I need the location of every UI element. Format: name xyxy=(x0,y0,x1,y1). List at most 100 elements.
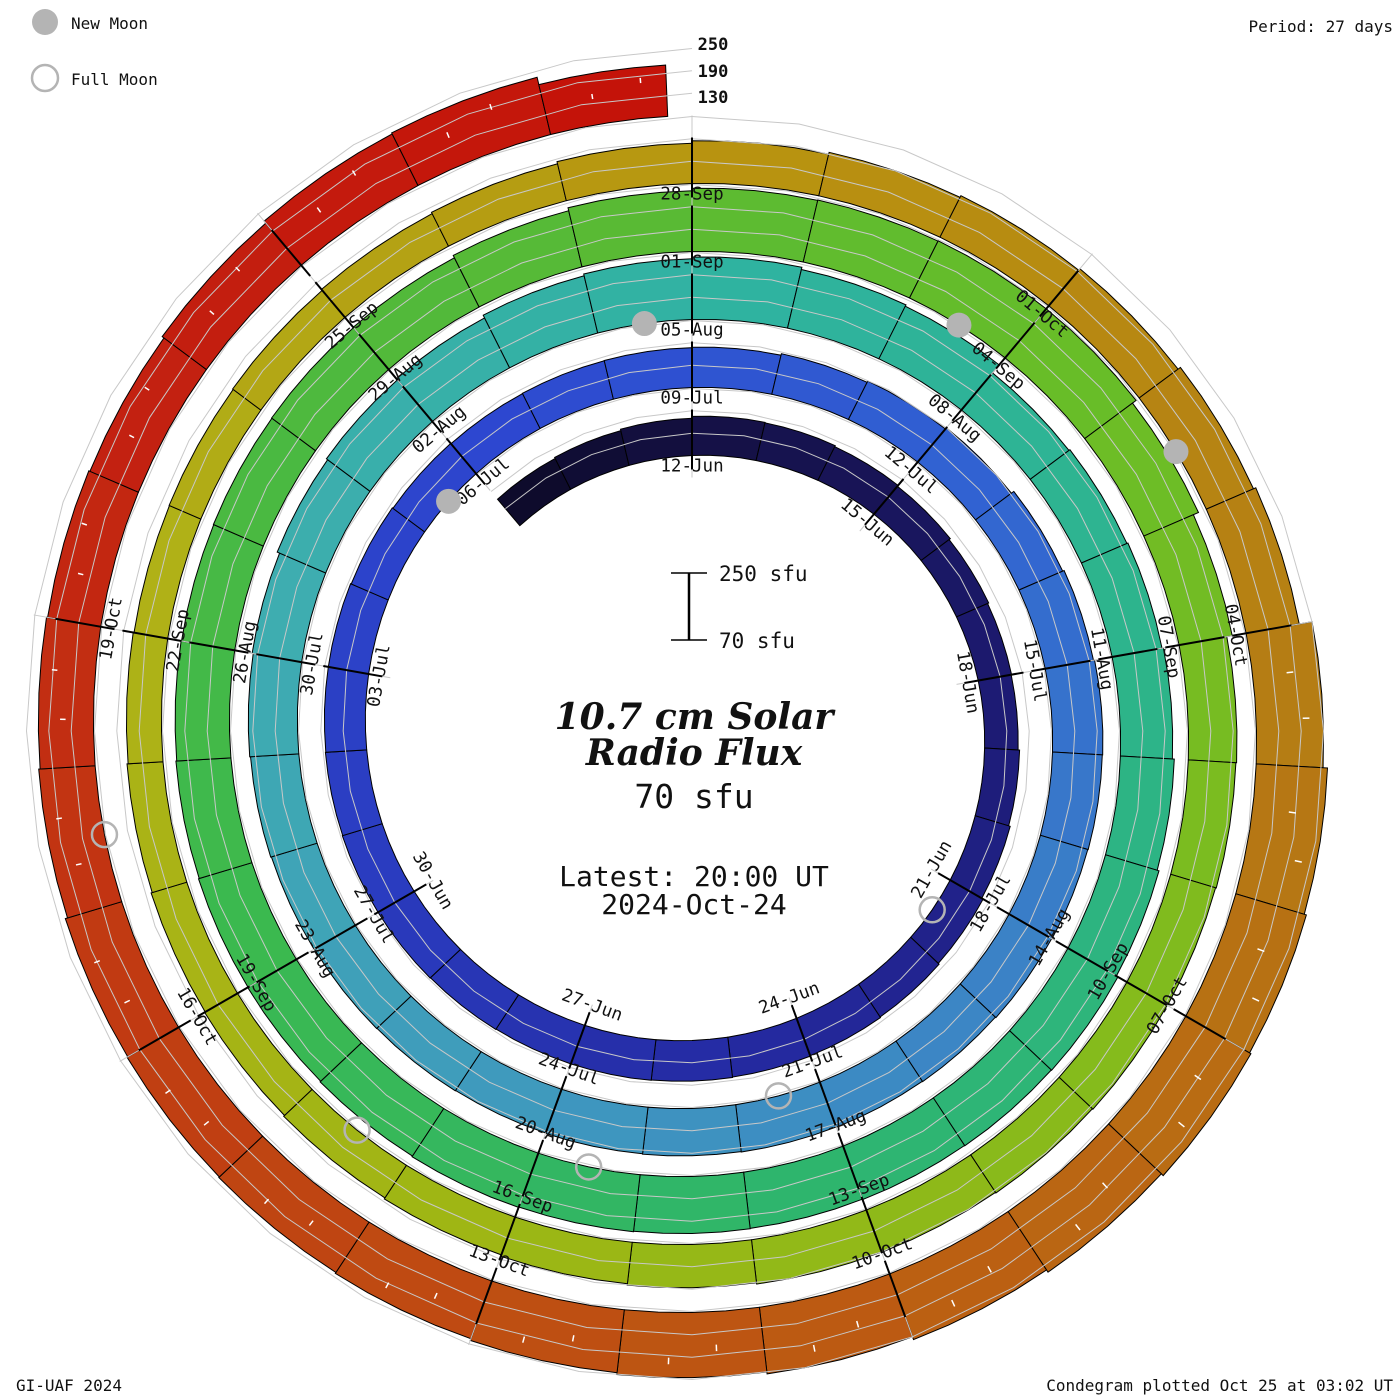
date-tick xyxy=(521,1139,545,1197)
gridline-arc xyxy=(274,296,1076,1132)
measurement-dash xyxy=(56,817,63,820)
date-tick xyxy=(197,985,251,1018)
date-label: 01-Sep xyxy=(660,253,723,273)
date-tick xyxy=(907,426,948,474)
flux-segment xyxy=(37,616,102,770)
date-tick xyxy=(270,229,311,277)
date-tick xyxy=(358,333,399,381)
date-tick xyxy=(402,385,443,433)
date-tick xyxy=(964,671,1024,684)
measurement-dash xyxy=(1102,1182,1109,1189)
new-moon-label: New Moon xyxy=(71,14,148,33)
date-tick xyxy=(860,1196,884,1254)
date-tick xyxy=(995,322,1036,370)
measurement-dash xyxy=(489,103,493,110)
credit-label: GI-UAF 2024 xyxy=(16,1376,122,1395)
measurement-dash xyxy=(433,1292,438,1299)
new-moon-marker xyxy=(1163,439,1189,465)
full-moon-marker xyxy=(574,1153,603,1181)
date-tick xyxy=(996,906,1050,938)
flux-segment xyxy=(1235,763,1329,915)
date-tick xyxy=(864,478,905,526)
measurement-dash xyxy=(1075,1223,1081,1231)
flux-segment xyxy=(125,631,169,765)
measurement-dash xyxy=(75,863,82,866)
baseline-flux-label: 70 sfu xyxy=(634,777,753,816)
gridline-arc xyxy=(206,228,1144,1200)
measurement-dash xyxy=(124,999,131,1004)
flux-segment xyxy=(1178,636,1238,764)
date-tick xyxy=(544,1075,568,1133)
date-tick xyxy=(790,1004,814,1062)
flux-segment xyxy=(1245,621,1325,769)
plotted-label: Condegram plotted Oct 25 at 03:02 UT xyxy=(1046,1376,1393,1395)
measurement-dash xyxy=(165,1089,171,1094)
date-tick xyxy=(256,951,309,984)
date-label: 12-Jun xyxy=(660,457,723,477)
date-tick xyxy=(323,665,383,678)
flux-segment xyxy=(38,765,123,919)
measurement-dash xyxy=(144,386,150,391)
date-tick xyxy=(837,1132,860,1190)
date-tick xyxy=(1055,940,1109,972)
period-annotation: Period: 27 days xyxy=(1249,17,1394,36)
date-tick xyxy=(1098,647,1158,661)
measurement-dash xyxy=(522,1336,526,1343)
measurement-dash xyxy=(128,434,135,439)
measurement-dash xyxy=(856,1320,860,1328)
gridline-arc xyxy=(138,160,1212,1268)
measurement-dash xyxy=(351,170,357,176)
scale-bar: 250 sfu 70 sfu xyxy=(671,562,808,653)
measurement-dash xyxy=(203,1120,210,1126)
scale-bar-top-label: 250 sfu xyxy=(719,562,808,586)
gridline-arc xyxy=(25,48,1325,1381)
gridline-arc xyxy=(48,70,1302,1358)
measurement-dash xyxy=(591,93,594,100)
date-label: 05-Aug xyxy=(660,321,723,341)
date-tick xyxy=(445,437,486,486)
chart-title-line2: Radio Flux xyxy=(585,732,803,774)
measurement-dash xyxy=(951,1299,956,1307)
full-moon-label: Full Moon xyxy=(71,70,158,89)
gridline-arc xyxy=(161,184,1189,1245)
date-tick xyxy=(55,617,115,631)
flux-segment xyxy=(977,674,1019,751)
date-tick xyxy=(1031,659,1091,673)
measurement-dash xyxy=(81,522,88,526)
measurement-dash xyxy=(1257,948,1265,953)
measurement-dash xyxy=(77,572,84,576)
measurement-dash xyxy=(1194,1074,1202,1081)
date-tick xyxy=(937,872,991,904)
date-tick xyxy=(814,1068,837,1126)
flux-segment xyxy=(64,901,180,1058)
measurement-dash xyxy=(235,266,241,272)
flux-segment xyxy=(538,64,669,136)
new-moon-marker xyxy=(631,311,657,337)
full-moon-marker xyxy=(764,1082,793,1110)
chart-title-line1: 10.7 cm Solar xyxy=(555,696,837,738)
flux-segment xyxy=(641,1104,742,1157)
measurement-dash xyxy=(571,1335,575,1342)
measurement-dash xyxy=(987,1265,992,1273)
gridline-arc xyxy=(252,274,1098,1154)
flux-segment xyxy=(324,749,383,837)
measurement-dash xyxy=(94,959,101,964)
new-moon-marker xyxy=(946,312,972,338)
new-moon-marker xyxy=(436,488,462,514)
gridline-arc xyxy=(70,92,1280,1336)
measurement-dash xyxy=(385,1282,390,1289)
date-tick xyxy=(373,883,427,916)
flux-segment xyxy=(691,346,782,395)
date-tick xyxy=(1114,974,1168,1006)
full-moon-marker xyxy=(343,1116,371,1144)
flux-segment xyxy=(616,1306,768,1379)
gridline-arc xyxy=(184,206,1166,1222)
date-tick xyxy=(1173,1008,1227,1040)
spiral-layer: 12-Jun15-Jun18-Jun21-Jun24-Jun27-Jun30-J… xyxy=(25,48,1329,1381)
date-tick xyxy=(568,1011,591,1069)
measurement-dash xyxy=(51,668,58,672)
measurement-dash xyxy=(1294,859,1302,863)
gridline-arc xyxy=(229,252,1121,1177)
